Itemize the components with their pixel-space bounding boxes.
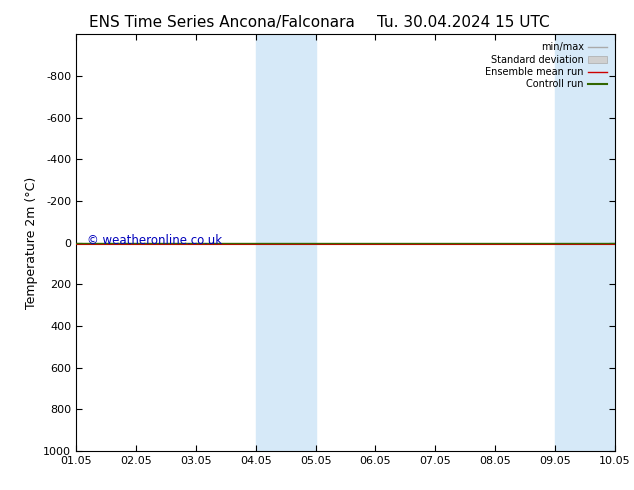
Text: ENS Time Series Ancona/Falconara: ENS Time Series Ancona/Falconara: [89, 15, 355, 30]
Bar: [555, 34, 615, 451]
Y-axis label: Temperature 2m (°C): Temperature 2m (°C): [25, 176, 37, 309]
Bar: [256, 34, 316, 451]
Text: Tu. 30.04.2024 15 UTC: Tu. 30.04.2024 15 UTC: [377, 15, 549, 30]
Legend: min/max, Standard deviation, Ensemble mean run, Controll run: min/max, Standard deviation, Ensemble me…: [482, 39, 610, 92]
Text: © weatheronline.co.uk: © weatheronline.co.uk: [87, 234, 222, 247]
